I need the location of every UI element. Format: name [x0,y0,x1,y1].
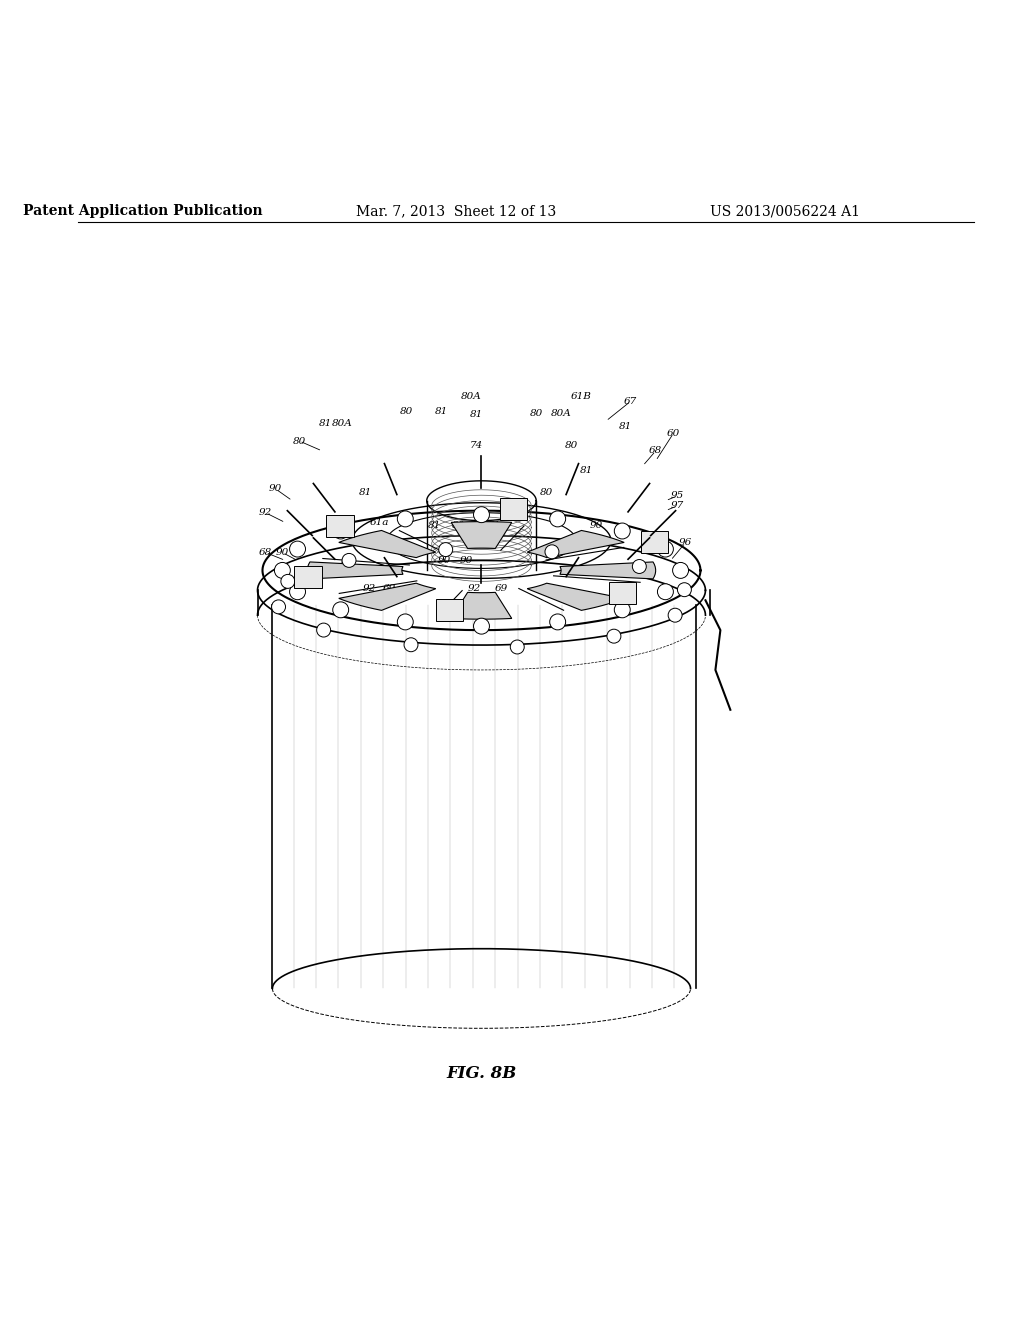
Text: 61a: 61a [370,519,389,527]
Bar [327,515,354,537]
Text: 81: 81 [470,409,483,418]
Text: Patent Application Publication: Patent Application Publication [24,205,263,218]
Text: 68: 68 [259,548,272,557]
Polygon shape [452,593,512,619]
Text: 63: 63 [340,558,353,568]
Text: 69: 69 [382,583,395,593]
Text: 80: 80 [540,488,553,498]
Text: 81: 81 [620,421,633,430]
Circle shape [668,609,682,622]
Text: 68: 68 [649,446,663,455]
Circle shape [342,553,356,568]
Circle shape [473,507,489,523]
Text: 74: 74 [470,441,483,450]
Text: 80A: 80A [332,418,352,428]
Polygon shape [560,562,655,579]
Text: 81: 81 [318,418,332,428]
Bar [435,599,464,622]
Text: US 2013/0056224 A1: US 2013/0056224 A1 [710,205,860,218]
Bar [608,582,637,603]
Polygon shape [452,521,512,548]
Text: 82: 82 [472,521,485,531]
Text: 80: 80 [452,521,465,531]
Polygon shape [339,531,436,557]
Circle shape [678,582,691,597]
Text: 96: 96 [679,539,692,546]
Text: 81: 81 [487,521,501,531]
Text: 90: 90 [268,484,282,494]
Polygon shape [527,583,625,610]
Text: 80: 80 [400,407,414,416]
Circle shape [333,523,348,539]
Text: 61B: 61B [570,392,592,401]
Text: 81: 81 [358,488,372,498]
Text: 81: 81 [580,466,593,475]
Circle shape [397,614,414,630]
Polygon shape [527,531,625,557]
Text: 97: 97 [671,502,684,511]
Bar [641,531,669,553]
Text: 90: 90 [590,521,602,531]
Text: 92: 92 [362,583,376,593]
Circle shape [290,583,305,599]
Text: 90: 90 [460,556,473,565]
Text: 60: 60 [667,429,680,437]
Circle shape [673,562,688,578]
Text: 69: 69 [495,583,508,593]
Bar [500,498,527,520]
Text: 80: 80 [293,437,306,446]
Text: 69: 69 [617,528,631,537]
Circle shape [271,599,286,614]
Circle shape [614,523,630,539]
Text: 81: 81 [428,521,441,531]
Circle shape [550,511,565,527]
Text: 92: 92 [468,583,481,593]
Text: 80A: 80A [461,392,482,401]
Bar [295,566,323,587]
Text: 80: 80 [564,441,578,450]
Text: 67: 67 [625,397,637,405]
Text: Mar. 7, 2013  Sheet 12 of 13: Mar. 7, 2013 Sheet 12 of 13 [356,205,557,218]
Polygon shape [339,583,436,610]
Text: 81: 81 [435,407,449,416]
Circle shape [633,560,646,573]
Text: 80A: 80A [551,409,571,417]
Text: FIG. 8B: FIG. 8B [446,1065,516,1081]
Circle shape [281,574,295,589]
Circle shape [274,562,291,578]
Circle shape [614,602,630,618]
Circle shape [657,583,674,599]
Circle shape [438,543,453,557]
Circle shape [550,614,565,630]
Circle shape [545,545,559,558]
Text: 90: 90 [275,548,289,557]
Text: 90: 90 [438,556,452,565]
Circle shape [333,602,348,618]
Circle shape [607,630,621,643]
Circle shape [657,541,674,557]
Text: 80: 80 [529,409,543,417]
Circle shape [404,638,418,652]
Circle shape [473,618,489,634]
Text: 92: 92 [259,508,272,517]
Circle shape [397,511,414,527]
Text: 95: 95 [671,491,684,500]
Circle shape [510,640,524,653]
Circle shape [316,623,331,638]
Polygon shape [307,562,403,579]
Circle shape [290,541,305,557]
